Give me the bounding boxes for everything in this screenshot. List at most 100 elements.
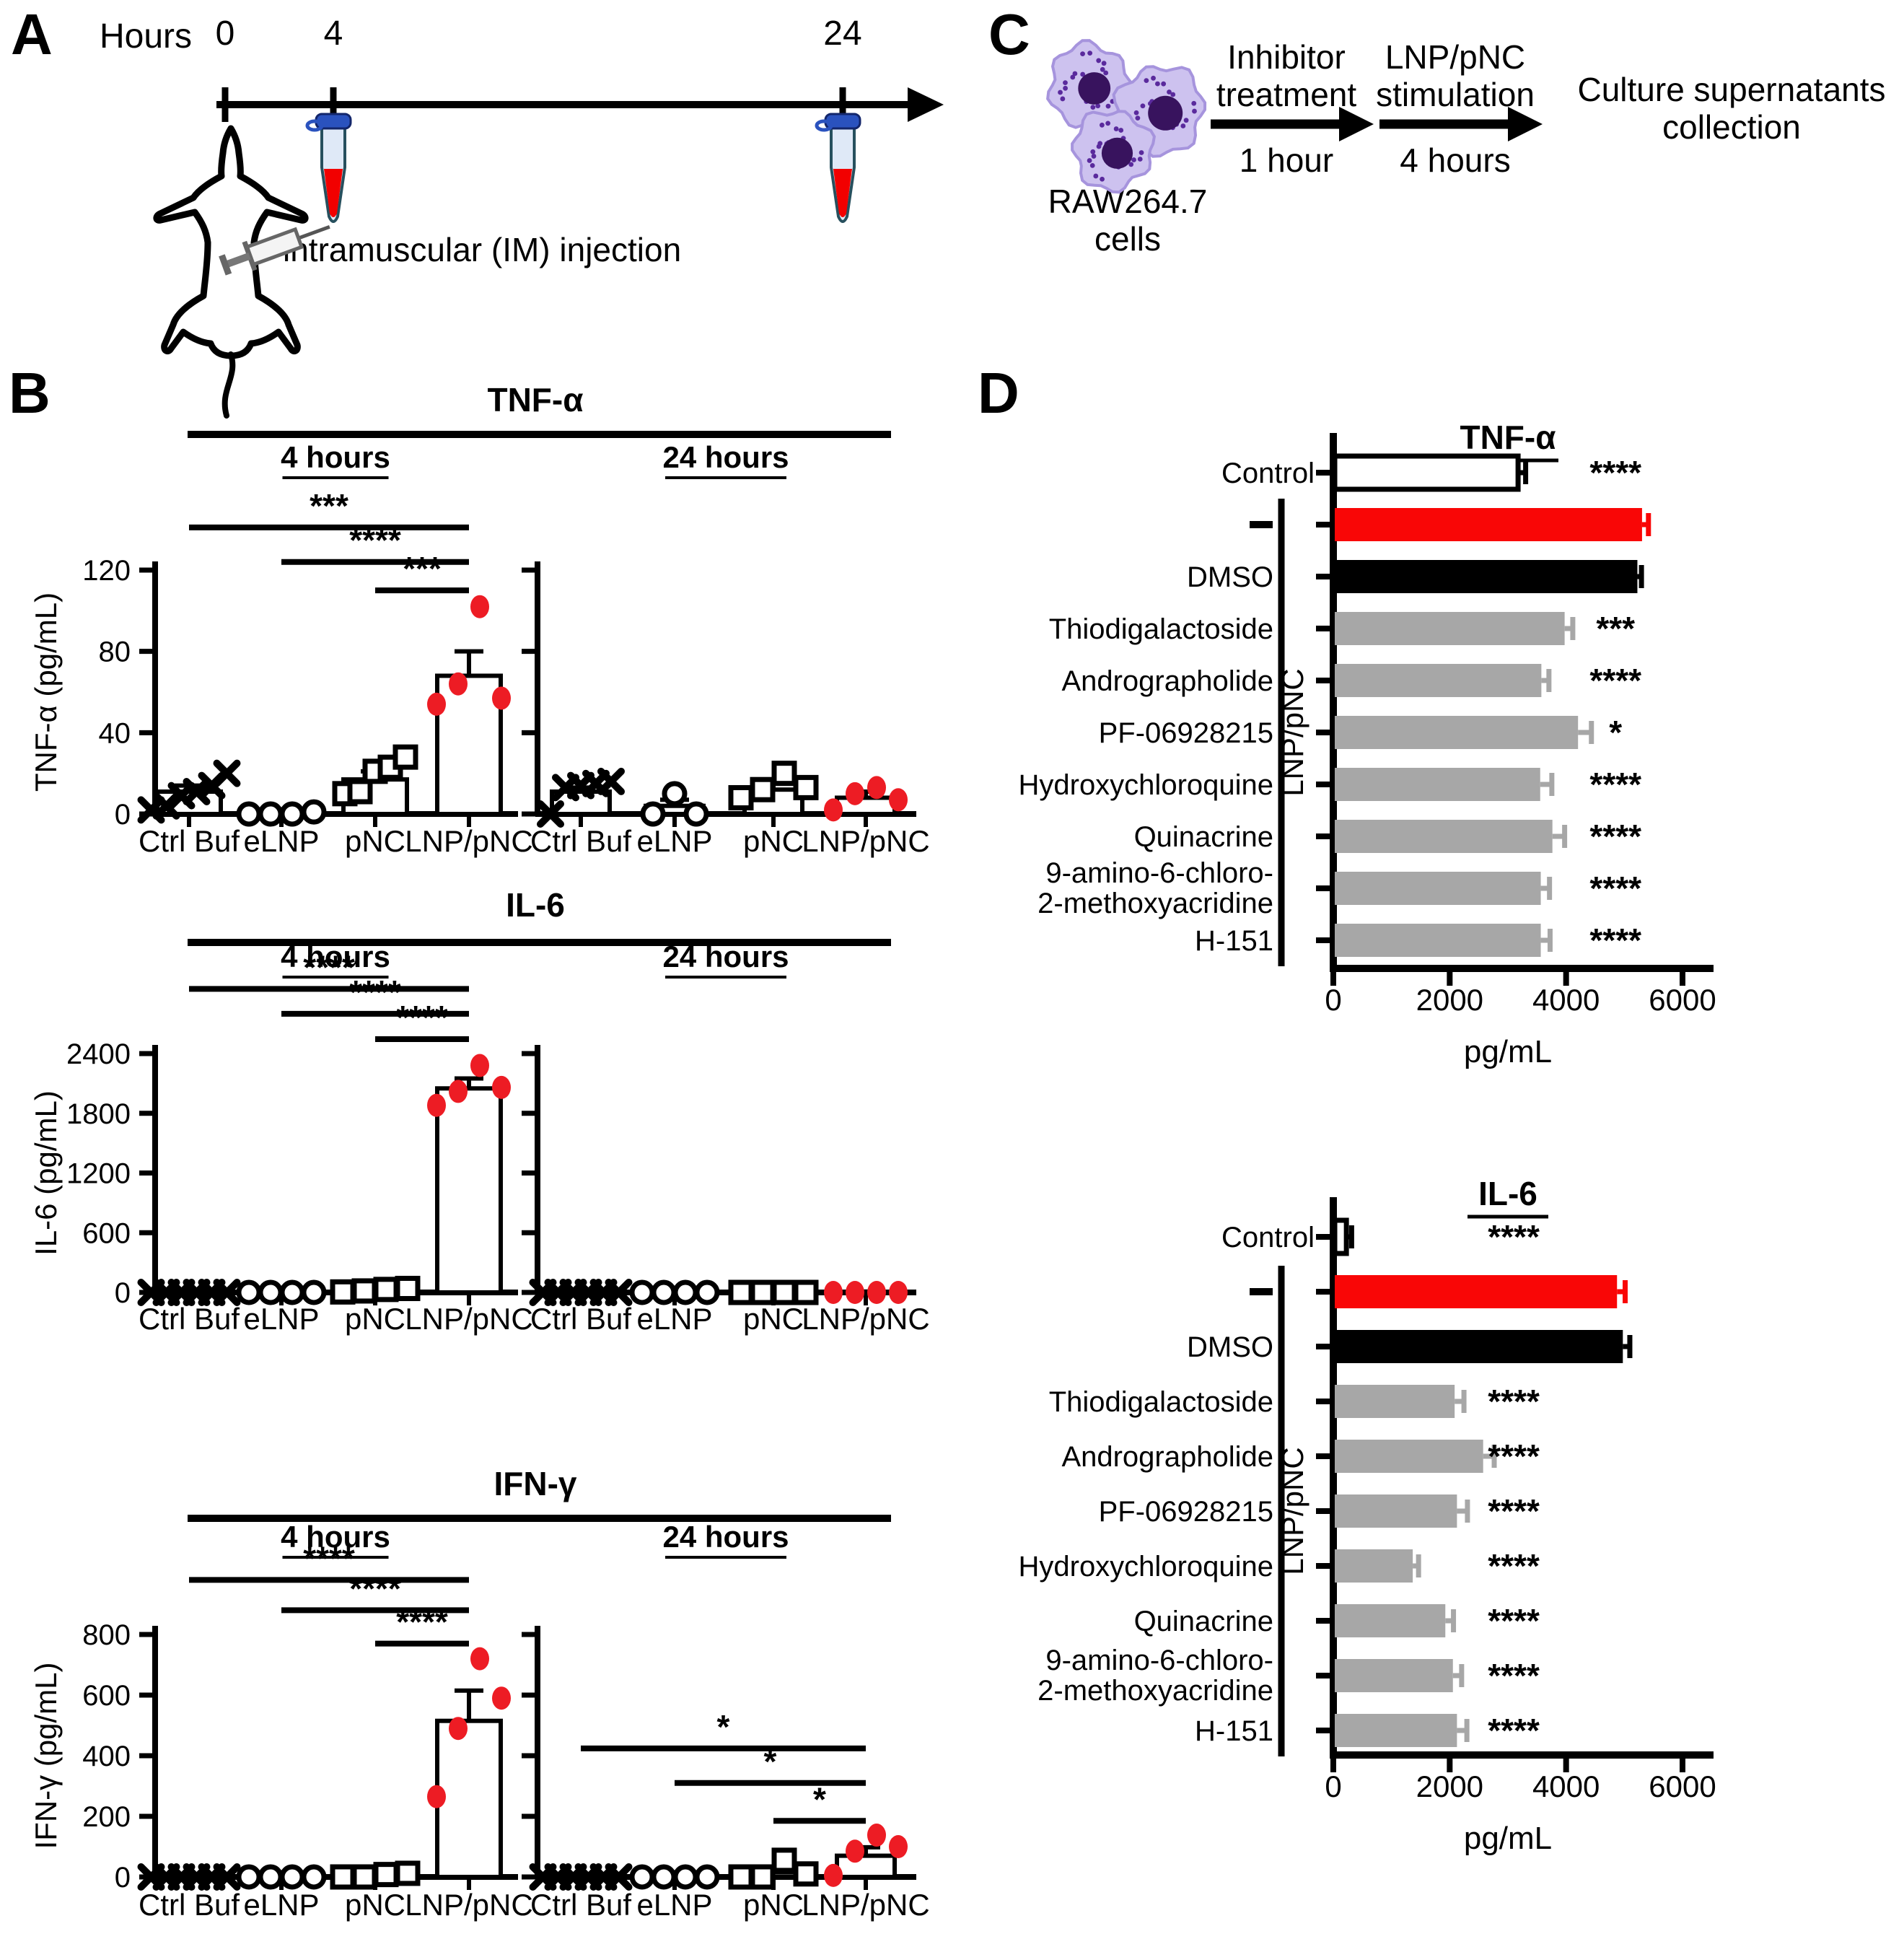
cell-speckle: [1192, 108, 1197, 114]
row-label: 2-methoxyacridine: [1037, 1675, 1273, 1707]
square-marker: [373, 1277, 399, 1303]
red-dot-marker: [492, 686, 511, 710]
cell-speckle: [1128, 162, 1134, 167]
x-marker: [537, 800, 564, 828]
circle-marker: [651, 1279, 677, 1305]
circle-marker: [258, 1864, 284, 1890]
process-arrow: [1211, 107, 1374, 141]
cell-speckle: [1135, 115, 1141, 121]
red-dot-marker: [846, 1839, 864, 1863]
row-label: Thiodigalactoside: [1049, 613, 1273, 645]
sig-stars: ****: [349, 973, 401, 1011]
group-label: Ctrl Buf: [530, 1302, 631, 1336]
group-label: Ctrl Buf: [530, 1888, 631, 1922]
cell-speckle: [1091, 154, 1097, 159]
panel-d-letter: D: [978, 361, 1019, 425]
circle-marker: [279, 1279, 305, 1305]
blood-tube-icon: [305, 113, 352, 223]
circle-marker: [258, 801, 284, 827]
panel-c-graphic: [1046, 39, 1543, 194]
x-tick-label: 4000: [1532, 1769, 1600, 1803]
bar-PF-06928215: [1335, 716, 1579, 749]
row-label: H-151: [1195, 1715, 1273, 1747]
circle-marker: [662, 781, 688, 807]
cells-label-line2: cells: [1094, 220, 1162, 258]
red-dot-marker: [889, 1835, 908, 1858]
square-marker: [373, 1862, 399, 1888]
row-label: 9-amino-6-chloro-: [1045, 857, 1273, 889]
cell-nucleus: [1078, 72, 1111, 105]
cell-speckle: [1100, 66, 1105, 72]
y-tick-label: 600: [82, 1217, 131, 1249]
injection-label: intramuscular (IM) injection: [283, 231, 682, 268]
group-label: LNP/pNC: [405, 824, 532, 858]
sig-stars: ***: [310, 487, 348, 525]
cell-speckle: [1101, 61, 1107, 66]
cell-speckle: [1096, 144, 1102, 149]
row-label: DMSO: [1187, 561, 1273, 593]
x-tick-label: 4000: [1532, 983, 1600, 1017]
y-tick-label: 200: [82, 1801, 131, 1833]
group-bracket-label: LNP/pNC: [1276, 1447, 1309, 1575]
cell-speckle: [1100, 176, 1105, 182]
sig-stars: ****: [1488, 1657, 1540, 1694]
bar-H-151: [1335, 924, 1541, 957]
cell-speckle: [1063, 80, 1068, 86]
sig-stars: ****: [1488, 1492, 1540, 1530]
y-tick-label: 0: [115, 1862, 131, 1894]
x-tick-label: 6000: [1649, 1769, 1716, 1803]
square-marker: [750, 1279, 776, 1305]
x-marker: [597, 767, 625, 795]
bar-LNP/pNC: [435, 1086, 503, 1295]
square-marker: [351, 1864, 377, 1890]
cell-speckle: [1093, 173, 1099, 179]
circle-marker: [236, 1279, 262, 1305]
cell-speckle: [1140, 103, 1146, 109]
square-marker: [392, 744, 418, 770]
y-axis-title: TNF-α (pg/mL): [29, 592, 63, 792]
bar-DMSO: [1335, 560, 1638, 593]
square-marker: [771, 1279, 797, 1305]
group-label: LNP/pNC: [802, 1888, 929, 1922]
group-bracket-label: LNP/pNC: [1276, 668, 1309, 796]
cell-nucleus: [1101, 137, 1133, 169]
cell-speckle: [1080, 71, 1086, 77]
chart-title: IL-6: [506, 886, 565, 924]
red-dot-marker: [470, 595, 489, 618]
group-label: LNP/pNC: [802, 1302, 929, 1336]
cell-speckle: [1151, 75, 1156, 81]
bar-Hydroxychloroquine: [1335, 1549, 1413, 1583]
red-dot-marker: [470, 1647, 489, 1671]
circle-marker: [279, 1864, 305, 1890]
red-dot-marker: [824, 1281, 843, 1304]
step2-label-line1: LNP/pNC: [1385, 38, 1526, 76]
step1-label-line2: treatment: [1216, 76, 1357, 113]
bar-LNP/pNC: [435, 1718, 503, 1880]
x-axis-title: pg/mL: [1464, 1821, 1552, 1856]
cell-speckle: [1191, 100, 1197, 106]
timepoint-label: 24 hours: [662, 440, 789, 474]
row-label: 9-amino-6-chloro-: [1045, 1645, 1273, 1676]
x-marker: [605, 1279, 633, 1306]
timeline-tick-label-0: 0: [215, 14, 235, 53]
group-label: pNC: [743, 824, 804, 858]
group-label: pNC: [743, 1888, 804, 1922]
group-label: eLNP: [243, 824, 319, 858]
group-label: eLNP: [243, 1302, 319, 1336]
cell-speckle: [1090, 149, 1096, 154]
circle-marker: [640, 801, 666, 827]
group-label: eLNP: [636, 824, 712, 858]
step1-duration: 1 hour: [1239, 141, 1334, 179]
row-label-dash: [1250, 521, 1273, 528]
sig-stars: ****: [303, 948, 355, 986]
cell-speckle: [1063, 85, 1068, 91]
sig-stars: *: [1609, 714, 1622, 751]
cell-speckle: [1072, 71, 1078, 76]
sig-stars: ****: [1589, 454, 1641, 491]
square-marker: [793, 774, 819, 800]
bar-LNP/pNC: [835, 795, 897, 817]
step1-label-line1: Inhibitor: [1227, 38, 1346, 76]
square-marker: [330, 1864, 356, 1890]
circle-marker: [672, 1864, 698, 1890]
